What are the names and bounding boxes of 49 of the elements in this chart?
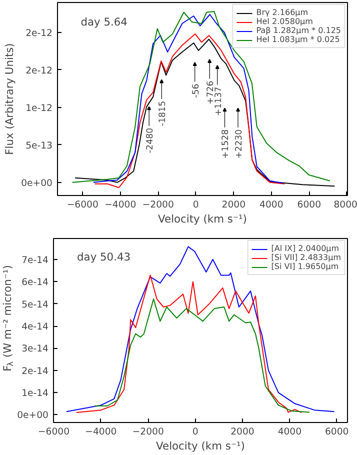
x-tick-label: 6000 xyxy=(297,200,322,210)
annotation: -1815 xyxy=(158,100,168,126)
x-tick-label: 2000 xyxy=(222,200,246,210)
annotation: +1137 xyxy=(214,86,224,116)
annotation: +1528 xyxy=(221,129,232,159)
legend-label: Paβ 1.282μm * 0.125 xyxy=(256,26,341,35)
y-tick-label: 7e-14 xyxy=(22,255,49,266)
x-tick-label: 8000 xyxy=(334,200,357,210)
y-tick-label: 5e-13 xyxy=(26,140,53,152)
y-axis-title: Flux (Arbitrary Units) xyxy=(3,43,16,155)
legend-label: [Si VII] 2.4833μm xyxy=(271,253,341,262)
y-tick-label: 3e-14 xyxy=(22,344,49,355)
x-tick-label: −4000 xyxy=(104,200,136,210)
x-tick-label: 2000 xyxy=(230,426,254,438)
x-tick-label: −2000 xyxy=(132,426,164,438)
annotation: day 50.43 xyxy=(77,250,131,264)
y-tick-label: 1e-12 xyxy=(26,102,53,114)
y-tick-label: 0e+00 xyxy=(21,178,53,189)
x-tick-label: 4000 xyxy=(260,200,284,210)
annotation: -2480 xyxy=(146,128,156,154)
legend-label: HeI 2.0580μm xyxy=(256,17,313,26)
x-tick-label: 0 xyxy=(192,200,199,210)
x-axis-title: Velocity (km s⁻¹) xyxy=(158,212,247,226)
x-tick-label: −2000 xyxy=(142,200,174,210)
line-series xyxy=(94,298,310,413)
x-tick-label: 6000 xyxy=(325,426,349,438)
x-tick-label: 0 xyxy=(192,426,198,438)
annotation: day 5.64 xyxy=(80,15,128,28)
annotation: +2230 xyxy=(234,129,244,159)
line-series xyxy=(76,274,302,414)
legend-label: [Si VI] 1.9650μm xyxy=(271,262,339,271)
x-tick-label: −6000 xyxy=(38,426,70,438)
y-tick-label: 1e-14 xyxy=(22,388,49,400)
x-tick-label: −6000 xyxy=(66,200,98,210)
x-tick-label: −4000 xyxy=(85,426,117,438)
y-tick-label: 2e-14 xyxy=(22,366,49,377)
y-tick-label: 4e-14 xyxy=(22,322,49,333)
y-tick-label: 6e-14 xyxy=(22,277,49,288)
legend-label: HeI 1.083μm * 0.025 xyxy=(256,35,340,44)
x-axis-title: Velocity (km s⁻¹) xyxy=(156,440,245,452)
legend-label: Brγ 2.166μm xyxy=(256,8,308,17)
y-tick-label: 2e-12 xyxy=(26,28,53,39)
x-tick-label: 4000 xyxy=(278,426,302,438)
y-tick-label: 2e-12 xyxy=(26,65,53,76)
annotation: -56 xyxy=(191,84,202,98)
legend-label: [Al IX] 2.0400μm xyxy=(271,244,340,253)
y-tick-label: 5e-14 xyxy=(22,299,49,310)
y-tick-label: 0e+00 xyxy=(17,410,49,422)
y-axis-title: Fλ (W m⁻² micron⁻¹) xyxy=(1,265,15,372)
